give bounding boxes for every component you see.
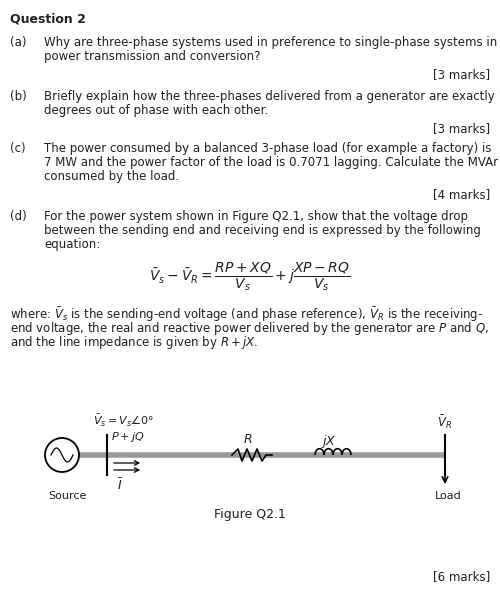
Text: [6 marks]: [6 marks] [433,570,490,583]
Text: $\bar{I}$: $\bar{I}$ [117,477,123,492]
Text: end voltage, the real and reactive power delivered by the generator are $P$ and : end voltage, the real and reactive power… [10,320,489,337]
Text: $\bar{V}_s = V_s\angle 0°$: $\bar{V}_s = V_s\angle 0°$ [93,413,154,429]
Text: (c): (c) [10,142,26,155]
Text: [3 marks]: [3 marks] [433,68,490,81]
Text: [3 marks]: [3 marks] [433,122,490,135]
Text: $P+jQ$: $P+jQ$ [111,430,145,444]
Text: (d): (d) [10,210,27,223]
Text: Question 2: Question 2 [10,12,86,25]
Text: Briefly explain how the three-phases delivered from a generator are exactly 120: Briefly explain how the three-phases del… [44,90,500,103]
Text: 7 MW and the power factor of the load is 0.7071 lagging. Calculate the MVAr: 7 MW and the power factor of the load is… [44,156,498,169]
Text: [4 marks]: [4 marks] [433,188,490,201]
Text: For the power system shown in Figure Q2.1, show that the voltage drop: For the power system shown in Figure Q2.… [44,210,468,223]
Text: $R$: $R$ [243,433,253,446]
Text: degrees out of phase with each other.: degrees out of phase with each other. [44,104,268,117]
Text: and the line impedance is given by $R + jX$.: and the line impedance is given by $R + … [10,334,258,351]
Text: where: $\bar{V}_s$ is the sending-end voltage (and phase reference), $\bar{V}_R$: where: $\bar{V}_s$ is the sending-end vo… [10,306,483,325]
Text: (a): (a) [10,36,26,49]
Text: Figure Q2.1: Figure Q2.1 [214,508,286,521]
Text: $\bar{V}_R$: $\bar{V}_R$ [438,413,452,431]
Text: power transmission and conversion?: power transmission and conversion? [44,50,260,63]
Text: Source: Source [48,491,86,501]
Text: between the sending end and receiving end is expressed by the following: between the sending end and receiving en… [44,224,481,237]
Text: The power consumed by a balanced 3-phase load (for example a factory) is: The power consumed by a balanced 3-phase… [44,142,492,155]
Text: Load: Load [435,491,462,501]
Text: $\bar{V}_s - \bar{V}_R = \dfrac{RP + XQ}{V_s} + j\dfrac{XP - RQ}{V_s}$: $\bar{V}_s - \bar{V}_R = \dfrac{RP + XQ}… [150,260,350,293]
Text: equation:: equation: [44,238,100,251]
Text: $jX$: $jX$ [321,433,337,450]
Text: Why are three-phase systems used in preference to single-phase systems in: Why are three-phase systems used in pref… [44,36,497,49]
Text: consumed by the load.: consumed by the load. [44,170,179,183]
Text: (b): (b) [10,90,27,103]
